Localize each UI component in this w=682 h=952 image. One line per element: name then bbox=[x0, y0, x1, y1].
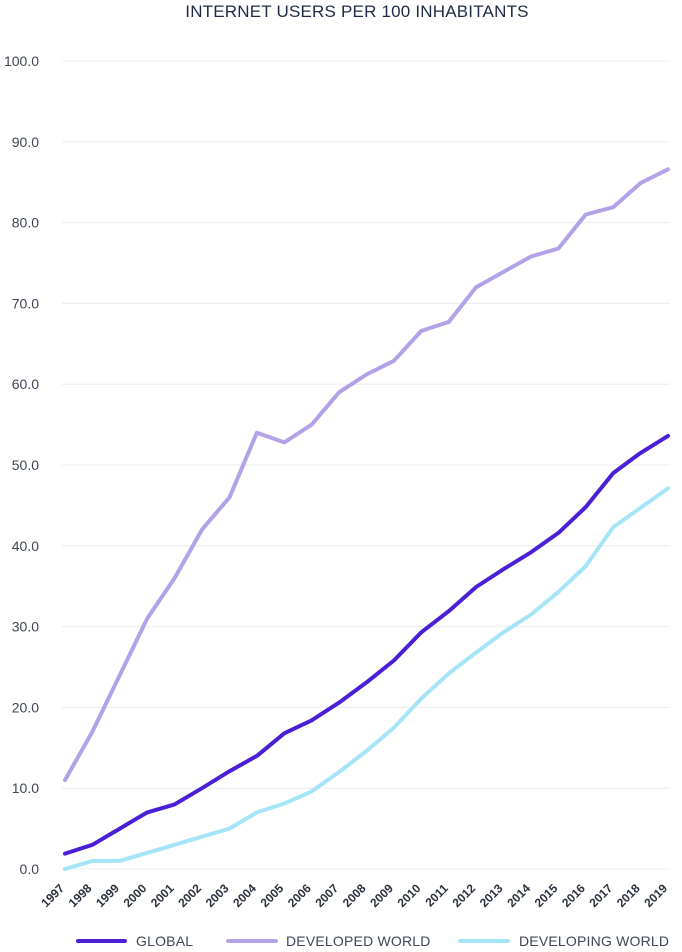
legend-item-developed-world[interactable]: DEVELOPED WORLD bbox=[226, 933, 431, 949]
legend-item-developing-world[interactable]: DEVELOPING WORLD bbox=[458, 933, 669, 949]
y-tick-label: 10.0 bbox=[12, 780, 39, 796]
grid bbox=[62, 60, 670, 870]
x-tick-label: 1998 bbox=[66, 881, 95, 910]
x-tick-label: 2002 bbox=[175, 881, 204, 910]
x-tick-label: 2009 bbox=[367, 881, 396, 910]
legend-label: DEVELOPING WORLD bbox=[519, 933, 669, 949]
x-tick-label: 2018 bbox=[614, 881, 643, 910]
legend: GLOBAL DEVELOPED WORLD DEVELOPING WORLD bbox=[76, 933, 669, 949]
y-tick-label: 90.0 bbox=[12, 134, 39, 150]
y-tick-label: 20.0 bbox=[12, 699, 39, 715]
x-tick-label: 2010 bbox=[395, 881, 424, 910]
x-tick-label: 2012 bbox=[449, 881, 478, 910]
y-tick-label: 70.0 bbox=[12, 295, 39, 311]
x-tick-label: 2000 bbox=[121, 881, 150, 910]
y-tick-label: 30.0 bbox=[12, 619, 39, 635]
x-tick-label: 2006 bbox=[285, 881, 314, 910]
x-tick-label: 2001 bbox=[148, 881, 177, 910]
x-tick-label: 2011 bbox=[423, 881, 452, 910]
legend-label: GLOBAL bbox=[136, 933, 193, 949]
x-tick-label: 2004 bbox=[230, 881, 259, 910]
x-tick-label: 2007 bbox=[312, 881, 341, 910]
legend-item-global[interactable]: GLOBAL bbox=[76, 933, 193, 949]
y-axis: 0.0 10.0 20.0 30.0 40.0 50.0 60.0 70.0 80.0 90.0 1… bbox=[4, 53, 39, 877]
x-tick-label: 1999 bbox=[93, 881, 122, 910]
x-tick-label: 2017 bbox=[587, 881, 616, 910]
y-tick-label: 40.0 bbox=[12, 538, 39, 554]
x-tick-label: 2008 bbox=[340, 881, 369, 910]
series-lines bbox=[63, 167, 670, 871]
legend-label: DEVELOPED WORLD bbox=[286, 933, 431, 949]
y-tick-label: 60.0 bbox=[12, 376, 39, 392]
x-tick-label: 2014 bbox=[504, 881, 533, 910]
y-tick-label: 100.0 bbox=[4, 53, 39, 69]
x-tick-label: 2013 bbox=[477, 881, 506, 910]
series-line-global bbox=[63, 433, 670, 856]
y-tick-label: 50.0 bbox=[12, 457, 39, 473]
x-tick-label: 2003 bbox=[203, 881, 232, 910]
x-tick-label: 2015 bbox=[532, 881, 561, 910]
x-tick-label: 2019 bbox=[641, 881, 670, 910]
x-tick-label: 2016 bbox=[559, 881, 588, 910]
x-tick-label: 2005 bbox=[258, 881, 287, 910]
x-axis: 1997199819992000200120022003200420052006… bbox=[38, 881, 670, 910]
y-tick-label: 0.0 bbox=[20, 861, 40, 877]
x-tick-label: 1997 bbox=[38, 881, 67, 910]
series-line-developed-world bbox=[63, 167, 670, 783]
y-tick-label: 80.0 bbox=[12, 215, 39, 231]
chart-title: INTERNET USERS PER 100 INHABITANTS bbox=[185, 2, 528, 21]
